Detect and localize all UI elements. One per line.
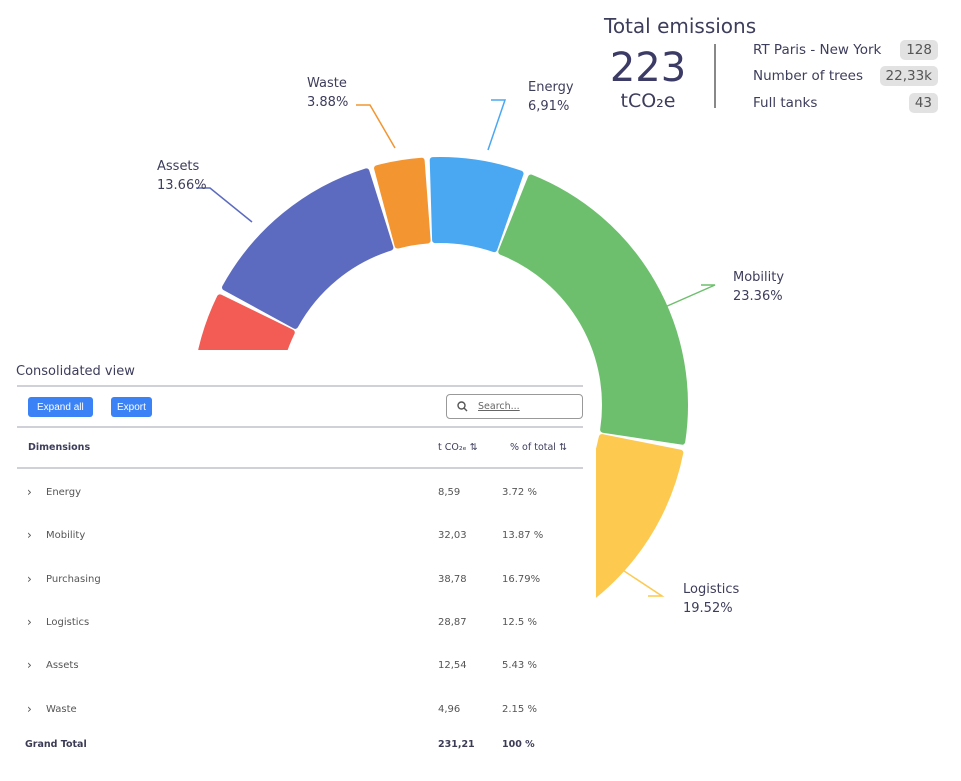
expand-all-button[interactable]: Expand all <box>28 397 93 417</box>
slice-energy[interactable] <box>429 157 524 253</box>
divider <box>17 467 583 469</box>
row-name: Logistics <box>46 616 90 628</box>
row-value: 12,54 <box>438 660 467 672</box>
row-name: Waste <box>46 703 77 715</box>
row-name: Mobility <box>46 530 86 542</box>
row-value: 231,21 <box>438 739 475 750</box>
panel-title: Consolidated view <box>16 364 135 379</box>
chevron-right-icon[interactable]: › <box>27 658 32 673</box>
leader-line-assets <box>196 187 253 223</box>
row-pct: 13.87 % <box>502 530 544 542</box>
divider <box>17 426 583 428</box>
row-name: Energy <box>46 487 82 498</box>
equivalence-badge: 43 <box>908 93 938 113</box>
equivalence-badge: 22,33k <box>879 66 938 86</box>
row-pct: 100 % <box>502 739 535 750</box>
leader-line-waste <box>356 104 396 149</box>
equivalence-label: RT Paris - New York <box>753 42 882 58</box>
row-name: Purchasing <box>46 573 101 585</box>
total-emissions-title: Total emissions <box>604 14 757 38</box>
row-pct: 3.72 % <box>502 487 537 498</box>
row-name: Assets <box>46 660 79 672</box>
column-dimensions: Dimensions <box>28 442 91 453</box>
column-tco2-sort[interactable]: t CO₂ₑ ⇅ <box>438 442 478 453</box>
row-pct: 2.15 % <box>502 703 537 715</box>
row-value: 8,59 <box>438 487 461 498</box>
label-mobility: Mobility 23.36% <box>733 270 785 304</box>
row-name: Grand Total <box>25 739 87 750</box>
table-row[interactable]: › Mobility 32,03 13.87 % <box>17 528 583 548</box>
table-row[interactable]: › Purchasing 38,78 16.79% <box>17 572 583 592</box>
divider <box>17 385 583 387</box>
total-emissions-card: Total emissions 223 tCO₂e RT Paris - New… <box>598 12 948 122</box>
divider <box>714 44 716 108</box>
search-placeholder: Search... <box>478 401 520 412</box>
label-waste: Waste 3.88% <box>307 76 349 110</box>
export-button[interactable]: Export <box>111 397 152 417</box>
leader-line-logistics <box>614 564 665 597</box>
label-logistics: Logistics 19.52% <box>683 582 740 616</box>
chevron-right-icon[interactable]: › <box>27 614 32 629</box>
leader-line-energy <box>487 99 507 151</box>
search-icon <box>457 401 468 412</box>
row-value: 4,96 <box>438 703 461 715</box>
equivalence-label: Number of trees <box>753 68 864 84</box>
slice-assets[interactable] <box>222 168 394 329</box>
slice-waste[interactable] <box>374 157 431 249</box>
chevron-right-icon[interactable]: › <box>27 571 32 586</box>
grand-total-row: Grand Total 231,21 100 % <box>17 737 583 757</box>
table-row[interactable]: › Assets 12,54 5.43 % <box>17 658 583 678</box>
row-pct: 12.5 % <box>502 616 537 628</box>
table-row[interactable]: › Energy 8,59 3.72 % <box>17 485 583 505</box>
chevron-right-icon[interactable]: › <box>27 528 32 543</box>
consolidated-view-panel: Consolidated view Expand all Export Sear… <box>0 350 596 781</box>
row-pct: 16.79% <box>502 573 541 585</box>
total-emissions-value: 223 <box>609 45 687 91</box>
table-row[interactable]: › Waste 4,96 2.15 % <box>17 702 583 722</box>
table-row[interactable]: › Logistics 28,87 12.5 % <box>17 615 583 635</box>
row-value: 28,87 <box>438 616 467 628</box>
equivalence-label: Full tanks <box>753 95 818 111</box>
leader-line-mobility <box>664 284 716 308</box>
total-emissions-unit: tCO₂e <box>620 90 676 112</box>
row-value: 32,03 <box>438 530 467 542</box>
label-assets: Assets 13.66% <box>157 159 207 193</box>
equivalence-trees: Number of trees 22,33k <box>753 65 938 87</box>
label-energy: Energy 6,91% <box>528 80 574 114</box>
row-value: 38,78 <box>438 573 467 585</box>
equivalence-paris-ny: RT Paris - New York 128 <box>753 39 938 61</box>
chevron-right-icon[interactable]: › <box>27 485 32 499</box>
row-pct: 5.43 % <box>502 660 537 672</box>
equivalence-tanks: Full tanks 43 <box>753 92 938 114</box>
equivalence-badge: 128 <box>900 40 938 60</box>
search-input[interactable]: Search... <box>446 394 583 419</box>
chevron-right-icon[interactable]: › <box>27 701 32 716</box>
column-pct-sort[interactable]: % of total ⇅ <box>510 442 567 453</box>
slice-mobility[interactable] <box>498 174 688 445</box>
